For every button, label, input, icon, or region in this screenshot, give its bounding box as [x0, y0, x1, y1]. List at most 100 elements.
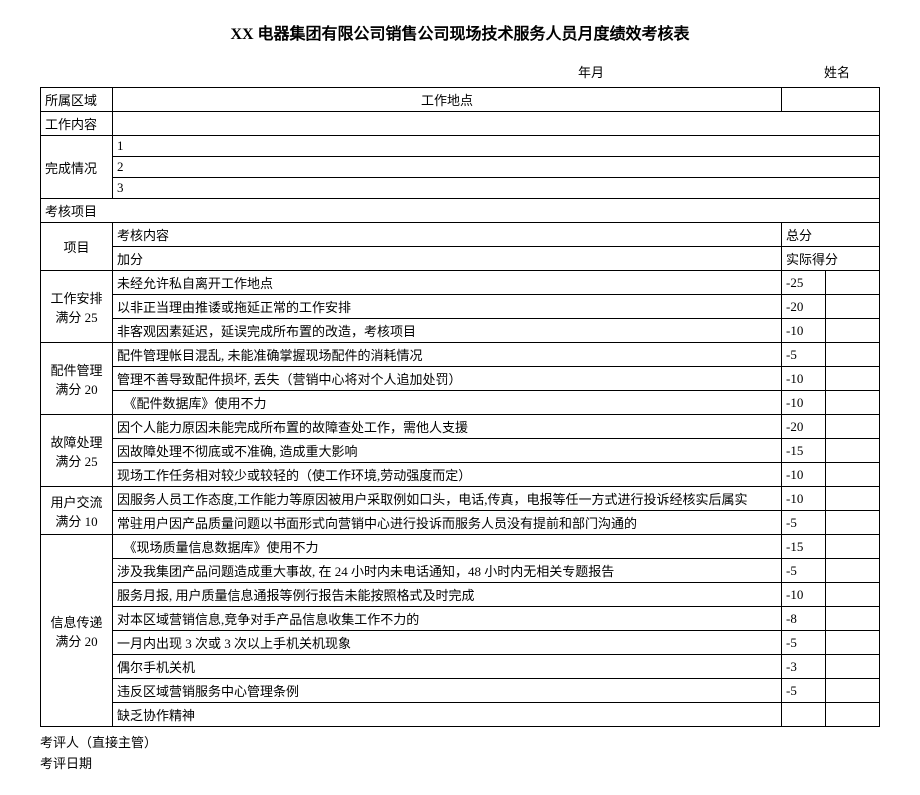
table-row: 现场工作任务相对较少或较轻的（使工作环境,劳动强度而定）-10 [41, 463, 880, 487]
table-row: 以非正当理由推诿或拖延正常的工作安排-20 [41, 295, 880, 319]
actual-cell [826, 703, 880, 727]
score-cell: -3 [782, 655, 826, 679]
score-cell: -20 [782, 295, 826, 319]
label-workplace: 工作地点 [113, 88, 782, 112]
table-row: 用户交流满分 10因服务人员工作态度,工作能力等原因被用户采取例如口头，电话,传… [41, 487, 880, 511]
table-row: 非客观因素延迟，延误完成所布置的改造，考核项目-10 [41, 319, 880, 343]
label-completion: 完成情况 [41, 136, 113, 199]
actual-cell [826, 559, 880, 583]
table-row: 偶尔手机关机-3 [41, 655, 880, 679]
score-cell: -5 [782, 559, 826, 583]
criteria-text: 未经允许私自离开工作地点 [113, 271, 782, 295]
criteria-text: 《配件数据库》使用不力 [113, 391, 782, 415]
row-completion-1: 完成情况 1 [41, 136, 880, 157]
footer: 考评人（直接主管） 考评日期 [40, 733, 880, 775]
section-label: 信息传递满分 20 [41, 535, 113, 727]
score-cell [782, 703, 826, 727]
page-title: XX 电器集团有限公司销售公司现场技术服务人员月度绩效考核表 [40, 20, 880, 44]
table-row: 服务月报, 用户质量信息通报等例行报告未能按照格式及时完成-10 [41, 583, 880, 607]
review-date-label: 考评日期 [40, 754, 880, 775]
score-cell: -10 [782, 583, 826, 607]
criteria-text: 配件管理帐目混乱, 未能准确掌握现场配件的消耗情况 [113, 343, 782, 367]
score-cell: -10 [782, 367, 826, 391]
assessment-table: 所属区域 工作地点 工作内容 完成情况 1 2 3 考核项目 项目 考核内容 总… [40, 87, 880, 727]
criteria-text: 常驻用户因产品质量问题以书面形式向营销中心进行投诉而服务人员没有提前和部门沟通的 [113, 511, 782, 535]
row-completion-3: 3 [41, 178, 880, 199]
score-cell: -8 [782, 607, 826, 631]
col-total: 总分 [782, 223, 880, 247]
actual-cell [826, 415, 880, 439]
criteria-text: 服务月报, 用户质量信息通报等例行报告未能按照格式及时完成 [113, 583, 782, 607]
table-row: 配件管理满分 20配件管理帐目混乱, 未能准确掌握现场配件的消耗情况-5 [41, 343, 880, 367]
score-cell: -5 [782, 679, 826, 703]
table-row: 信息传递满分 20 《现场质量信息数据库》使用不力-15 [41, 535, 880, 559]
score-cell: -10 [782, 487, 826, 511]
subheader-row-2: 加分 实际得分 [41, 247, 880, 271]
criteria-text: 因个人能力原因未能完成所布置的故障查处工作，需他人支援 [113, 415, 782, 439]
subheader-row-1: 项目 考核内容 总分 [41, 223, 880, 247]
score-cell: -15 [782, 439, 826, 463]
actual-cell [826, 655, 880, 679]
criteria-text: 缺乏协作精神 [113, 703, 782, 727]
actual-cell [826, 607, 880, 631]
table-row: 工作安排满分 25未经允许私自离开工作地点-25 [41, 271, 880, 295]
criteria-text: 非客观因素延迟，延误完成所布置的改造，考核项目 [113, 319, 782, 343]
actual-cell [826, 463, 880, 487]
actual-cell [826, 535, 880, 559]
label-assess-items: 考核项目 [41, 199, 880, 223]
actual-cell [826, 271, 880, 295]
criteria-text: 因服务人员工作态度,工作能力等原因被用户采取例如口头，电话,传真，电报等任一方式… [113, 487, 782, 511]
table-row: 对本区域营销信息,竞争对手产品信息收集工作不力的-8 [41, 607, 880, 631]
col-bonus: 加分 [113, 247, 782, 271]
table-row: 缺乏协作精神 [41, 703, 880, 727]
col-project: 项目 [41, 223, 113, 271]
cell-blank [782, 88, 880, 112]
criteria-text: 对本区域营销信息,竞争对手产品信息收集工作不力的 [113, 607, 782, 631]
criteria-text: 《现场质量信息数据库》使用不力 [113, 535, 782, 559]
section-label: 故障处理满分 25 [41, 415, 113, 487]
row-completion-2: 2 [41, 157, 880, 178]
row-assess-items: 考核项目 [41, 199, 880, 223]
criteria-text: 偶尔手机关机 [113, 655, 782, 679]
criteria-text: 管理不善导致配件损坏, 丢失（营销中心将对个人追加处罚） [113, 367, 782, 391]
section-label: 工作安排满分 25 [41, 271, 113, 343]
table-row: 常驻用户因产品质量问题以书面形式向营销中心进行投诉而服务人员没有提前和部门沟通的… [41, 511, 880, 535]
actual-cell [826, 679, 880, 703]
actual-cell [826, 343, 880, 367]
table-row: 因故障处理不彻底或不准确, 造成重大影响-15 [41, 439, 880, 463]
table-row: 涉及我集团产品问题造成重大事故, 在 24 小时内未电话通知，48 小时内无相关… [41, 559, 880, 583]
reviewer-label: 考评人（直接主管） [40, 733, 880, 754]
actual-cell [826, 319, 880, 343]
table-row: 故障处理满分 25因个人能力原因未能完成所布置的故障查处工作，需他人支援-20 [41, 415, 880, 439]
cell-num: 1 [113, 136, 880, 157]
label-region: 所属区域 [41, 88, 113, 112]
actual-cell [826, 367, 880, 391]
section-label: 配件管理满分 20 [41, 343, 113, 415]
col-content: 考核内容 [113, 223, 782, 247]
actual-cell [826, 487, 880, 511]
section-label: 用户交流满分 10 [41, 487, 113, 535]
actual-cell [826, 391, 880, 415]
row-region: 所属区域 工作地点 [41, 88, 880, 112]
table-row: 管理不善导致配件损坏, 丢失（营销中心将对个人追加处罚）-10 [41, 367, 880, 391]
table-row: 《配件数据库》使用不力-10 [41, 391, 880, 415]
score-cell: -20 [782, 415, 826, 439]
name-label: 姓名 [824, 62, 850, 81]
actual-cell [826, 583, 880, 607]
date-label: 年月 [578, 62, 604, 81]
score-cell: -5 [782, 343, 826, 367]
score-cell: -10 [782, 391, 826, 415]
actual-cell [826, 511, 880, 535]
score-cell: -15 [782, 535, 826, 559]
meta-row: 年月 姓名 [40, 62, 880, 81]
criteria-text: 违反区域营销服务中心管理条例 [113, 679, 782, 703]
table-row: 违反区域营销服务中心管理条例-5 [41, 679, 880, 703]
label-workcontent: 工作内容 [41, 112, 113, 136]
score-cell: -10 [782, 463, 826, 487]
score-cell: -25 [782, 271, 826, 295]
criteria-text: 以非正当理由推诿或拖延正常的工作安排 [113, 295, 782, 319]
col-actual: 实际得分 [782, 247, 880, 271]
criteria-text: 现场工作任务相对较少或较轻的（使工作环境,劳动强度而定） [113, 463, 782, 487]
actual-cell [826, 295, 880, 319]
cell-num: 2 [113, 157, 880, 178]
